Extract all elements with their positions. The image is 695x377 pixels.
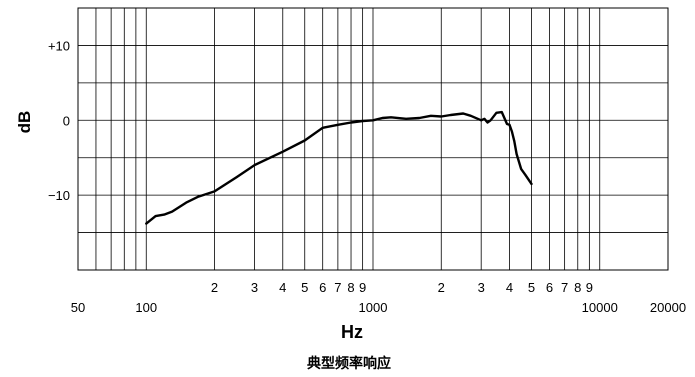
grid-lines [78, 8, 668, 270]
y-tick-label: 0 [63, 113, 70, 128]
x-tick-label: 6 [546, 280, 553, 295]
frequency-response-curve [146, 112, 531, 224]
x-tick-label: 5 [301, 280, 308, 295]
x-tick-label: 2 [211, 280, 218, 295]
x-tick-label: 7 [334, 280, 341, 295]
x-tick-label: 2 [438, 280, 445, 295]
x-tick-label: 6 [319, 280, 326, 295]
y-tick-label: +10 [48, 38, 70, 53]
x-tick-label: 4 [506, 280, 513, 295]
y-tick-labels: +10 0 −10 [48, 38, 70, 203]
x-tick-label: 8 [574, 280, 581, 295]
x-tick-label: 8 [347, 280, 354, 295]
x-tick-label: 3 [478, 280, 485, 295]
x-tick-label: 5 [528, 280, 535, 295]
x-tick-label: 50 [71, 300, 85, 315]
x-tick-label: 100 [135, 300, 157, 315]
chart-title: 典型频率响应 [307, 355, 391, 372]
x-tick-label: 3 [251, 280, 258, 295]
x-tick-label: 9 [586, 280, 593, 295]
x-tick-label: 20000 [650, 300, 686, 315]
x-tick-label: 7 [561, 280, 568, 295]
x-tick-label: 9 [359, 280, 366, 295]
x-tick-label: 1000 [359, 300, 388, 315]
x-axis-label: Hz [341, 322, 363, 342]
x-tick-label: 4 [279, 280, 286, 295]
y-tick-label: −10 [48, 188, 70, 203]
x-tick-label: 10000 [582, 300, 618, 315]
y-axis-label: dB [15, 111, 34, 134]
